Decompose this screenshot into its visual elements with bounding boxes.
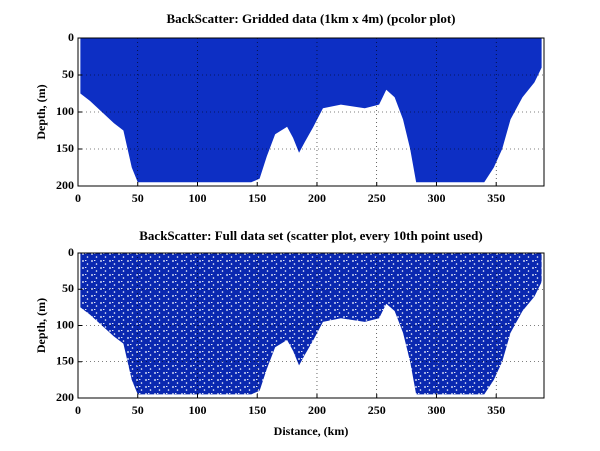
x-tick-label: 200 xyxy=(308,403,326,417)
x-tick-label: 300 xyxy=(427,403,445,417)
chart-title: BackScatter: Gridded data (1km x 4m) (pc… xyxy=(167,11,456,26)
chart-title: BackScatter: Full data set (scatter plot… xyxy=(139,228,483,243)
y-tick-label: 0 xyxy=(68,30,74,44)
x-tick-label: 0 xyxy=(75,403,81,417)
scatter-speckle xyxy=(80,253,542,395)
x-tick-label: 250 xyxy=(368,403,386,417)
y-tick-label: 100 xyxy=(56,317,74,331)
y-tick-label: 200 xyxy=(56,178,74,192)
x-axis-label: Distance, (km) xyxy=(274,424,349,438)
x-tick-label: 150 xyxy=(248,403,266,417)
y-axis-label: Depth, (m) xyxy=(34,84,48,139)
x-tick-label: 300 xyxy=(427,191,445,205)
x-tick-label: 350 xyxy=(487,191,505,205)
y-tick-label: 50 xyxy=(62,67,74,81)
y-tick-label: 200 xyxy=(56,390,74,404)
axes-frame xyxy=(77,252,545,399)
data-area xyxy=(80,38,542,183)
x-tick-label: 0 xyxy=(75,191,81,205)
axes-frame xyxy=(77,37,545,187)
y-tick-label: 150 xyxy=(56,354,74,368)
x-tick-label: 100 xyxy=(188,191,206,205)
y-tick-label: 150 xyxy=(56,141,74,155)
y-tick-label: 100 xyxy=(56,104,74,118)
y-tick-label: 50 xyxy=(62,281,74,295)
x-tick-label: 50 xyxy=(132,191,144,205)
x-tick-label: 150 xyxy=(248,191,266,205)
x-tick-label: 200 xyxy=(308,191,326,205)
x-tick-label: 50 xyxy=(132,403,144,417)
x-tick-label: 100 xyxy=(188,403,206,417)
y-tick-label: 0 xyxy=(68,245,74,259)
y-axis-label: Depth, (m) xyxy=(34,298,48,353)
x-tick-label: 350 xyxy=(487,403,505,417)
x-tick-label: 250 xyxy=(368,191,386,205)
